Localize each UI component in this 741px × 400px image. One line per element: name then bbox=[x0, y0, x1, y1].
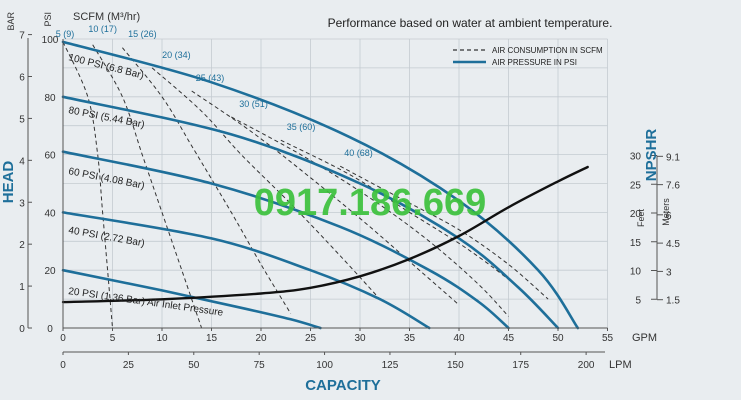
meters-tick-label: 6 bbox=[666, 211, 672, 222]
head-axis-title: HEAD bbox=[0, 161, 17, 204]
gpm-tick-label: 35 bbox=[404, 333, 416, 344]
air-consumption-curve bbox=[339, 165, 549, 300]
bar-tick-label: 6 bbox=[19, 73, 25, 84]
meters-tick-label: 9.1 bbox=[666, 152, 680, 163]
lpm-tick-label: 125 bbox=[382, 360, 399, 371]
bar-tick-label: 1 bbox=[19, 282, 25, 293]
gpm-tick-label: 25 bbox=[305, 333, 317, 344]
feet-tick-label: 5 bbox=[635, 295, 641, 306]
bar-tick-label: 7 bbox=[19, 31, 25, 42]
gpm-tick-label: 55 bbox=[602, 333, 614, 344]
psi-tick-label: 0 bbox=[47, 324, 53, 335]
feet-axis-label: Feet bbox=[636, 208, 646, 227]
gpm-tick-label: 40 bbox=[453, 333, 465, 344]
legend-air-pressure: AIR PRESSURE IN PSI bbox=[492, 58, 577, 67]
npshr-curve-layer bbox=[61, 165, 589, 304]
air-consumption-label: 10 (17) bbox=[88, 24, 117, 34]
scfm-axis-label: SCFM (M³/hr) bbox=[73, 11, 140, 23]
meters-tick-label: 4.5 bbox=[666, 239, 680, 250]
lpm-tick-label: 0 bbox=[60, 360, 66, 371]
watermark-phone: 0917.186.669 bbox=[254, 182, 486, 224]
psi-tick-label: 80 bbox=[44, 93, 56, 104]
gpm-tick-label: 10 bbox=[156, 333, 168, 344]
air-consumption-curve bbox=[92, 44, 203, 329]
meters-tick-label: 3 bbox=[666, 267, 672, 278]
air-consumption-curve bbox=[151, 67, 381, 300]
meters-tick-label: 7.6 bbox=[666, 181, 680, 192]
gpm-tick-label: 20 bbox=[255, 333, 267, 344]
legend: AIR CONSUMPTION IN SCFM AIR PRESSURE IN … bbox=[453, 46, 603, 67]
bar-axis-unit: BAR bbox=[6, 12, 16, 31]
bar-tick-label: 3 bbox=[19, 198, 25, 209]
gpm-unit-label: GPM bbox=[632, 332, 657, 344]
lpm-tick-label: 50 bbox=[188, 360, 200, 371]
air-consumption-label: 30 (51) bbox=[239, 99, 268, 109]
lpm-tick-label: 200 bbox=[578, 360, 595, 371]
psi-tick-label: 40 bbox=[44, 208, 56, 219]
feet-tick-label: 10 bbox=[630, 267, 642, 278]
air-consumption-curve bbox=[62, 41, 113, 329]
air-pressure-curve bbox=[61, 95, 560, 330]
meters-tick-label: 1.5 bbox=[666, 296, 680, 307]
air-consumption-label: 20 (34) bbox=[162, 50, 191, 60]
psi-tick-label: 20 bbox=[44, 266, 56, 277]
psi-tick-label: 100 bbox=[42, 35, 59, 46]
air-consumption-curve bbox=[231, 116, 509, 317]
lpm-tick-label: 175 bbox=[512, 360, 529, 371]
lpm-unit-label: LPM bbox=[609, 359, 632, 371]
lpm-tick-label: 100 bbox=[316, 360, 333, 371]
gpm-tick-label: 15 bbox=[206, 333, 218, 344]
axis-layer: 0 5 10 15 20 25 30 35 40 45 50 550 25 50 75 100 125 150 17… bbox=[19, 31, 613, 371]
feet-tick-label: 25 bbox=[630, 180, 642, 191]
air-consumption-label: 35 (60) bbox=[287, 122, 316, 132]
air-pressure-curve bbox=[61, 40, 580, 330]
air-pressure-curves bbox=[61, 40, 580, 330]
npshr-axis-title: NPSHR bbox=[643, 129, 660, 182]
grid-layer bbox=[63, 38, 608, 328]
feet-tick-label: 15 bbox=[630, 238, 642, 249]
bar-tick-label: 0 bbox=[19, 324, 25, 335]
bar-tick-label: 2 bbox=[19, 240, 25, 251]
air-consumption-curve bbox=[122, 47, 292, 314]
psi-tick-label: 60 bbox=[44, 151, 56, 162]
air-pressure-curve bbox=[61, 211, 431, 330]
feet-tick-label: 30 bbox=[630, 152, 642, 163]
air-pressure-curve bbox=[61, 150, 510, 330]
lpm-tick-label: 75 bbox=[254, 360, 266, 371]
gpm-tick-label: 0 bbox=[60, 333, 66, 344]
air-consumption-label: 25 (43) bbox=[196, 73, 225, 83]
air-consumption-label: 5 (9) bbox=[56, 29, 75, 39]
npshr-curve bbox=[61, 165, 589, 304]
npshr-axis: 5 10 15 20 25 30 1.5 3 4.5 6 7.6 9.1 bbox=[630, 152, 680, 307]
chart-title: Performance based on water at ambient te… bbox=[328, 16, 613, 30]
gpm-tick-label: 45 bbox=[503, 333, 515, 344]
air-pressure-curve bbox=[61, 268, 322, 330]
lpm-tick-label: 25 bbox=[123, 360, 135, 371]
feet-tick-label: 20 bbox=[630, 209, 642, 220]
psi-axis-unit: PSI bbox=[43, 12, 53, 27]
lpm-tick-label: 150 bbox=[447, 360, 464, 371]
air-consumption-label: 15 (26) bbox=[128, 29, 157, 39]
air-consumption-label: 40 (68) bbox=[344, 148, 373, 158]
air-consumption-curve bbox=[191, 90, 460, 306]
gpm-tick-label: 5 bbox=[110, 333, 116, 344]
gpm-tick-label: 30 bbox=[354, 333, 366, 344]
legend-air-consumption: AIR CONSUMPTION IN SCFM bbox=[492, 46, 603, 55]
bar-tick-label: 4 bbox=[19, 156, 25, 167]
gpm-tick-label: 50 bbox=[552, 333, 564, 344]
meters-axis-label: Meters bbox=[661, 198, 671, 226]
bar-tick-label: 5 bbox=[19, 114, 25, 125]
capacity-axis-title: CAPACITY bbox=[305, 377, 381, 394]
